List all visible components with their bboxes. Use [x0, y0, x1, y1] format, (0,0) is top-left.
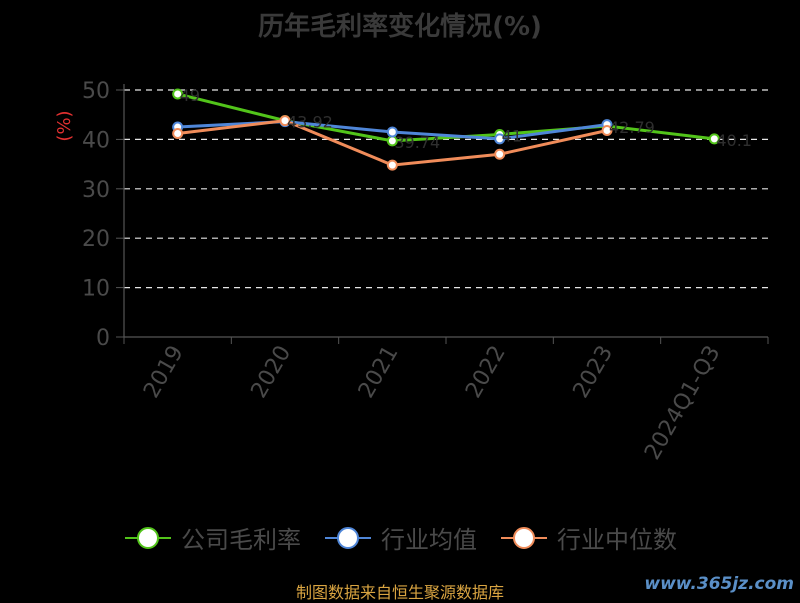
legend-marker-company: [125, 526, 171, 549]
x-tick-label: 2019: [139, 342, 189, 403]
series-point-2: [172, 127, 184, 139]
legend-label-industry-mean: 行业均值: [381, 526, 477, 554]
legend-label-industry-median: 行业中位数: [557, 526, 677, 554]
series-point-2: [279, 115, 291, 127]
x-tick-label: 2022: [461, 342, 511, 403]
series-point-2: [386, 159, 398, 171]
series-line-0: [177, 92, 715, 143]
x-tick-label: 2020: [247, 342, 297, 403]
data-labels: 49 43.92 39.74 41 42.79 40.1: [180, 86, 752, 152]
source-note: 制图数据来自恒生聚源数据库: [295, 583, 504, 602]
series-point-0: [172, 88, 184, 100]
y-tick-label: 10: [82, 277, 110, 302]
legend-item-company[interactable]: 公司毛利率: [123, 520, 301, 555]
data-label: 39.74: [394, 133, 440, 152]
x-tick-label: 2021: [354, 342, 404, 403]
legend-label-company: 公司毛利率: [181, 526, 301, 554]
x-tick-label: 2023: [569, 342, 619, 403]
data-label: 41: [502, 126, 522, 145]
legend: 公司毛利率 行业均值 行业中位数: [0, 520, 800, 555]
legend-marker-industry-median: [501, 526, 547, 549]
series-point-0: [708, 133, 720, 145]
y-tick-label: 20: [82, 227, 110, 252]
series-lines: [172, 88, 720, 171]
data-label: 40.1: [716, 131, 752, 150]
series-point-1: [494, 133, 506, 145]
series-point-2: [601, 125, 613, 137]
gridlines: [124, 89, 768, 289]
y-tick-label: 30: [82, 178, 110, 203]
series-point-2: [494, 148, 506, 160]
x-tick-label: 2024Q1-Q3: [640, 342, 725, 465]
legend-marker-industry-mean: [325, 526, 371, 549]
watermark: www.365jz.com: [644, 574, 794, 594]
legend-item-industry-mean[interactable]: 行业均值: [323, 520, 477, 555]
data-label: 43.92: [287, 113, 333, 132]
chart-title: 历年毛利率变化情况(%): [258, 12, 542, 42]
y-tick-label: 50: [82, 79, 110, 104]
series-point-1: [386, 126, 398, 138]
y-tick-label: 0: [96, 326, 110, 351]
y-axis-label: (%): [54, 110, 75, 141]
line-chart: (%) 0 10 20 30 40 50 2019 2020 2021 2022 2023 2024Q…: [54, 79, 769, 465]
y-tick-label: 40: [82, 128, 110, 153]
data-label: 49: [180, 86, 200, 105]
legend-item-industry-median[interactable]: 行业中位数: [499, 520, 677, 555]
data-label: 42.79: [609, 118, 655, 137]
